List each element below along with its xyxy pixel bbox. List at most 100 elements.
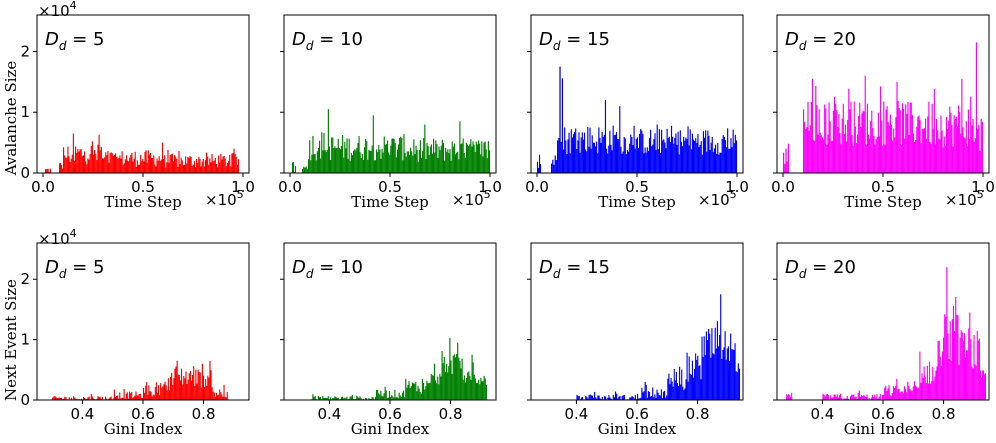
bar (378, 393, 380, 400)
bar (183, 164, 186, 173)
bar (858, 390, 860, 400)
bar (132, 397, 134, 400)
bar (139, 393, 141, 400)
bar (141, 160, 143, 173)
x-tick-label: 0.0 (31, 178, 55, 196)
bar (460, 368, 462, 400)
bar (917, 116, 919, 173)
bar (69, 161, 71, 173)
bar (602, 136, 604, 173)
bar (695, 138, 697, 173)
bar (706, 151, 708, 173)
bar (317, 396, 319, 400)
bar (428, 154, 430, 173)
bar (70, 158, 72, 173)
bar (227, 160, 230, 173)
bar (721, 138, 723, 173)
bar (557, 140, 559, 173)
bar (118, 398, 120, 400)
bar (736, 372, 738, 400)
bar (865, 396, 867, 400)
bar (982, 370, 984, 400)
bar (882, 145, 884, 173)
bar (710, 142, 712, 173)
bar (454, 154, 457, 173)
bar (479, 143, 481, 173)
x-axis-label-avalanche-10: Time Step (351, 193, 428, 211)
bar (633, 125, 635, 173)
bar (825, 394, 827, 400)
bar (398, 392, 400, 400)
bar (676, 144, 678, 173)
bar (724, 331, 726, 400)
bar (626, 150, 629, 173)
bar (104, 157, 106, 173)
bar (112, 156, 114, 173)
bar (905, 104, 907, 173)
bar (874, 394, 876, 400)
bar (53, 396, 55, 400)
bar (453, 354, 455, 400)
bar (941, 351, 944, 400)
bar (351, 395, 353, 400)
bar (143, 388, 145, 400)
bar (66, 157, 68, 173)
bar (417, 385, 419, 400)
bar (887, 121, 889, 173)
bar (932, 366, 934, 400)
bar (843, 134, 845, 173)
bar (690, 374, 692, 400)
bar (165, 385, 167, 400)
bar (381, 148, 383, 173)
bar (484, 141, 486, 173)
bar (889, 114, 891, 173)
bar (680, 384, 682, 400)
bar (304, 167, 306, 173)
bar (723, 136, 725, 173)
bar (820, 135, 822, 173)
bar (582, 139, 584, 173)
bar (655, 149, 657, 173)
bar (71, 154, 73, 173)
bar (86, 398, 88, 400)
bar (656, 389, 658, 400)
bar (630, 397, 632, 400)
bar (609, 130, 611, 173)
bar (699, 365, 701, 400)
bar (946, 267, 948, 400)
bar (681, 146, 684, 173)
bar (689, 373, 691, 400)
bar (369, 398, 371, 400)
bar (146, 162, 148, 173)
bar (817, 134, 819, 173)
bar (119, 392, 121, 400)
bar (171, 153, 173, 173)
bar (313, 396, 315, 400)
bar (328, 146, 331, 173)
bar (318, 397, 321, 400)
bar (382, 152, 384, 173)
bar (134, 151, 136, 173)
bar (867, 134, 870, 173)
bar (607, 153, 609, 173)
bar (60, 397, 63, 400)
bar (563, 149, 565, 173)
bar (879, 86, 882, 173)
bar (884, 144, 886, 173)
bar (959, 111, 961, 173)
x-tick-label: 0.4 (564, 405, 588, 423)
bar (131, 152, 133, 173)
bar (969, 139, 971, 173)
bar (901, 103, 904, 173)
bar (877, 112, 879, 173)
bar (78, 151, 80, 173)
bar (904, 138, 906, 173)
bar (682, 386, 684, 400)
bar (786, 161, 788, 173)
bar (210, 370, 212, 400)
bar (912, 386, 914, 400)
bar (850, 101, 852, 173)
bar (827, 395, 830, 400)
bar (211, 387, 213, 400)
